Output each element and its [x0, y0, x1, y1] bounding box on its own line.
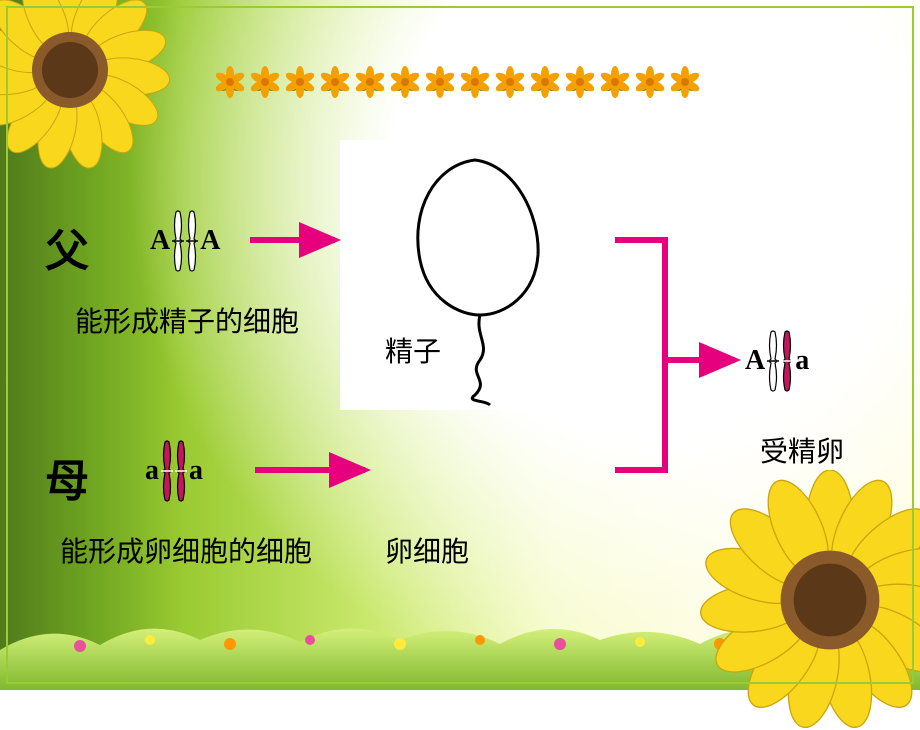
chromosome-white-2 [186, 210, 198, 272]
father-genotype: A A [150, 210, 220, 272]
chromosome-pink-2 [175, 440, 187, 502]
zygote-chromosome-white [767, 330, 779, 392]
sperm-illustration [340, 140, 610, 410]
father-cell-desc: 能形成精子的细胞 [75, 300, 299, 340]
zygote-allele-a: a [795, 345, 809, 377]
sperm-label: 精子 [385, 330, 441, 370]
zygote-allele-A: A [745, 345, 765, 377]
allele-a-2: a [189, 455, 203, 487]
zygote-genotype: A a [745, 330, 809, 392]
mother-cell-desc: 能形成卵细胞的细胞 [60, 530, 312, 570]
allele-A-1: A [150, 225, 170, 257]
allele-a-1: a [145, 455, 159, 487]
mother-genotype: a a [145, 440, 203, 502]
zygote-chromosome-pink [781, 330, 793, 392]
father-label: 父 [45, 215, 89, 279]
chromosome-pink-1 [161, 440, 173, 502]
mother-label: 母 [45, 445, 89, 509]
zygote-label: 受精卵 [760, 430, 844, 470]
egg-label: 卵细胞 [385, 530, 469, 570]
allele-A-2: A [200, 225, 220, 257]
chromosome-white-1 [172, 210, 184, 272]
